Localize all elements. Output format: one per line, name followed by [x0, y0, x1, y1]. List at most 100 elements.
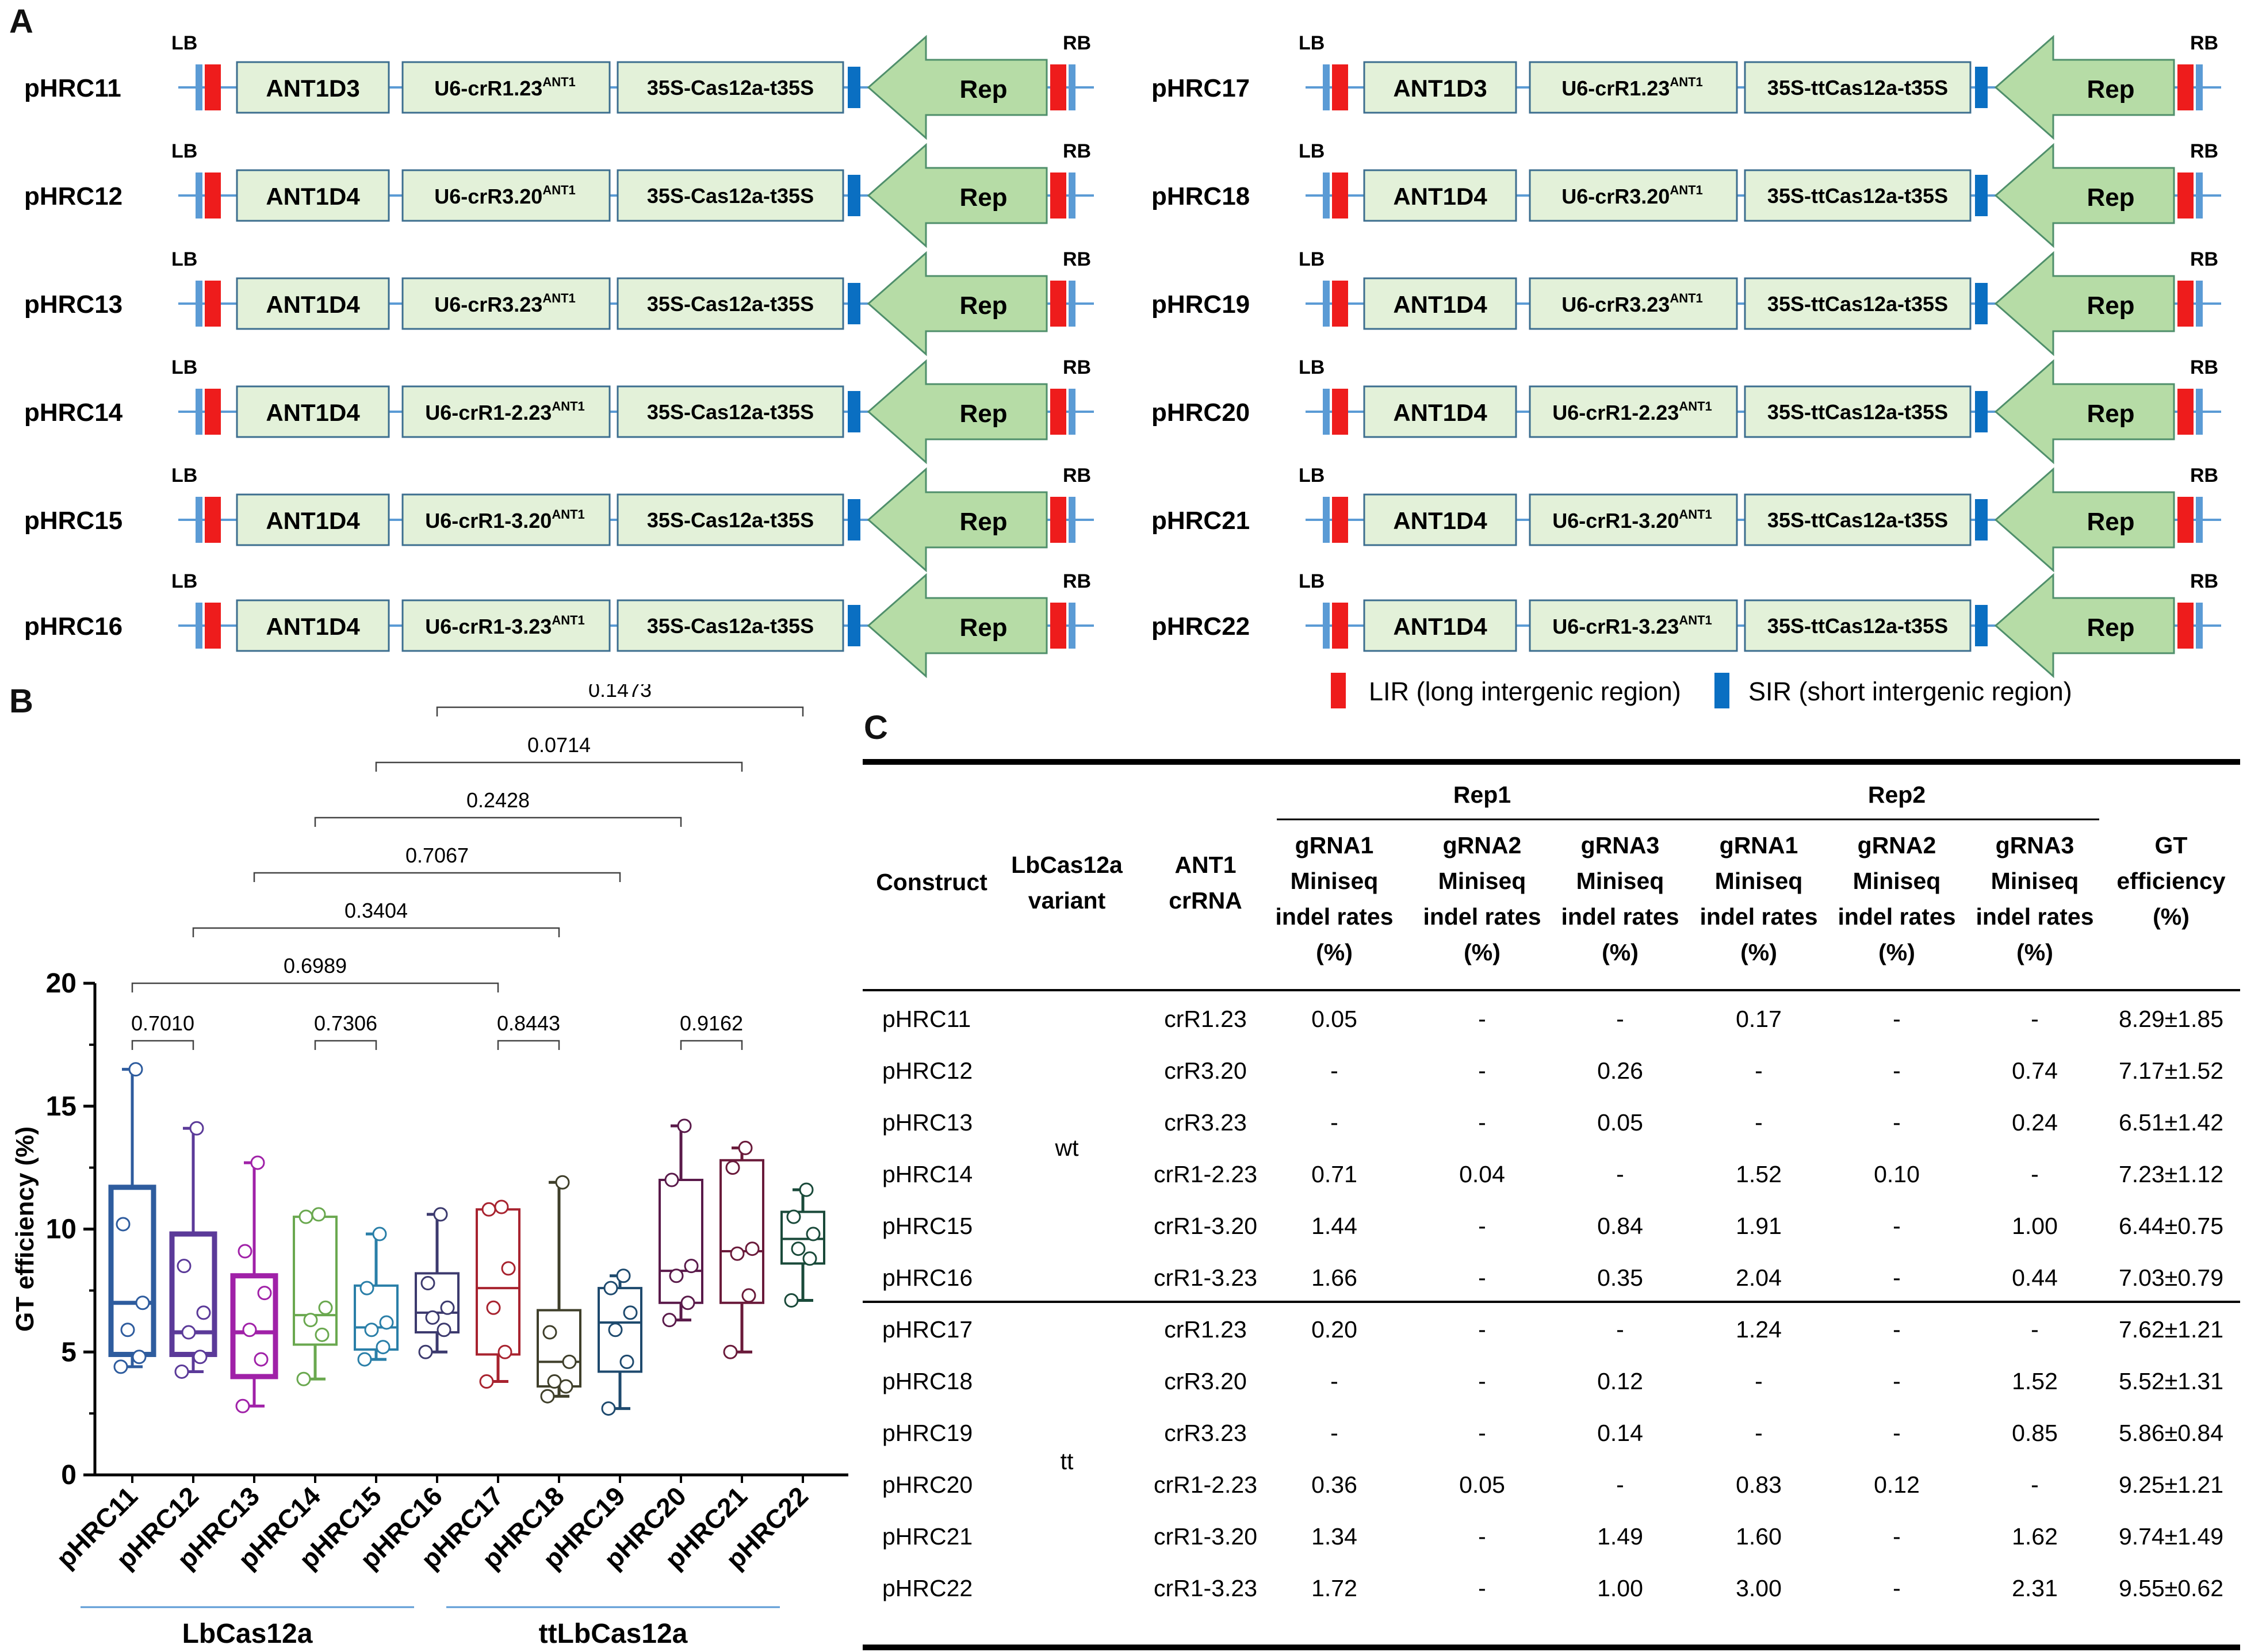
data-point: [296, 1371, 311, 1386]
sir-block: [848, 67, 860, 108]
cell-crrna: crR1-3.23: [1154, 1575, 1257, 1601]
ant-label: ANT1D4: [1393, 613, 1487, 640]
cell-r1g1: 1.66: [1311, 1264, 1357, 1291]
cas12a-box: [617, 599, 844, 652]
data-point: [481, 1202, 496, 1217]
data-point: [311, 1207, 326, 1222]
cell-r1g2: -: [1478, 1575, 1486, 1601]
cell-r2g2: -: [1893, 1420, 1901, 1446]
cell-gt: 7.23±1.12: [2119, 1161, 2223, 1187]
u6-label: U6-crR1.23ANT1: [1561, 75, 1703, 100]
rep-label: Rep: [2087, 400, 2134, 428]
cell-r2g2: -: [1893, 1368, 1901, 1394]
cell-r2g3: 0.85: [2012, 1420, 2058, 1446]
box-phrc16: [415, 1207, 460, 1359]
data-point: [745, 1241, 760, 1256]
rep-label: Rep: [959, 614, 1007, 642]
rep-label: Rep: [959, 183, 1007, 212]
header-variant: variant: [1028, 887, 1106, 914]
lb-sir-mark: [196, 281, 202, 327]
cell-r1g3: 0.14: [1597, 1420, 1643, 1446]
header-grna: Miniseq: [1576, 868, 1664, 894]
table-row: pHRC14 crR1-2.23 0.71 0.04 - 1.52 0.10 - 7.23±1.…: [882, 1161, 2223, 1187]
data-point: [425, 1310, 440, 1325]
group-label-lbcas12a: LbCas12a: [182, 1619, 313, 1649]
cell-r1g1: 0.36: [1311, 1471, 1357, 1498]
ant-label: ANT1D4: [1393, 399, 1487, 426]
u6-box: [1529, 61, 1738, 114]
data-point: [372, 1226, 387, 1241]
rep-arrow: [1994, 359, 2175, 465]
cell-r2g2: -: [1893, 1006, 1901, 1032]
u6-label: U6-crR1-2.23ANT1: [1552, 399, 1712, 424]
cell-construct: pHRC12: [882, 1057, 973, 1084]
rb-lir-block: [1050, 64, 1066, 110]
lir-block: [205, 64, 221, 110]
ant-box: [1363, 599, 1517, 652]
rb-label: RB: [1063, 140, 1091, 162]
y-axis-title: GT efficiency (%): [11, 1126, 39, 1332]
iqr-box: [780, 1210, 825, 1265]
header-grna: Miniseq: [1853, 868, 1941, 894]
cell-gt: 7.62±1.21: [2119, 1316, 2223, 1343]
lb-label: LB: [1299, 32, 1325, 54]
header-grna: gRNA1: [1295, 832, 1374, 858]
cell-r1g2: 0.04: [1459, 1161, 1505, 1187]
rb-label: RB: [2190, 140, 2218, 162]
data-point: [196, 1305, 211, 1320]
rb-label: RB: [2190, 248, 2218, 270]
box-phrc12: [169, 1121, 217, 1379]
rb-label: RB: [2190, 465, 2218, 486]
rb-label: RB: [1063, 570, 1091, 592]
cas12a-label: 35S-Cas12a-t35S: [647, 292, 814, 316]
p-value-label: 0.8443: [497, 1011, 560, 1035]
rb-label: RB: [1063, 32, 1091, 54]
cell-gt: 6.51±1.42: [2119, 1109, 2223, 1136]
cell-r1g1: 0.05: [1311, 1006, 1357, 1032]
cell-gt: 5.52±1.31: [2119, 1368, 2223, 1394]
bottom-rule: [863, 1645, 2240, 1650]
cell-r2g3: 1.62: [2012, 1523, 2058, 1550]
construct-name: pHRC22: [1151, 612, 1250, 641]
lir-legend-label: LIR (long intergenic region): [1369, 677, 1681, 706]
data-point: [257, 1286, 272, 1301]
cell-r2g2: -: [1893, 1523, 1901, 1550]
u6-label: U6-crR3.23ANT1: [434, 291, 576, 316]
box-phrc13: [230, 1155, 278, 1413]
data-point: [132, 1350, 147, 1364]
table-row: pHRC11 crR1.23 0.05 - - 0.17 - - 8.29±1.85: [882, 1006, 2223, 1032]
header-grna: Miniseq: [1991, 868, 2079, 894]
cell-r2g3: 0.24: [2012, 1109, 2058, 1136]
construct-phrc11: pHRC11 LB RB ANT1D3 U6-crR1.23ANT1 35S-Cas12a…: [24, 32, 1094, 140]
cell-r1g3: -: [1616, 1161, 1624, 1187]
cell-r1g2: 0.05: [1459, 1471, 1505, 1498]
data-point: [616, 1268, 631, 1283]
rep-label: Rep: [959, 400, 1007, 428]
sir-swatch: [1714, 673, 1729, 708]
variant-group-tt: tt: [1061, 1448, 1074, 1474]
cell-construct: pHRC19: [882, 1420, 973, 1446]
cell-r1g2: -: [1478, 1006, 1486, 1032]
rep-label: Rep: [959, 508, 1007, 536]
header-grna: (%): [2016, 939, 2053, 965]
lb-sir-mark: [196, 64, 202, 110]
cell-crrna: crR3.20: [1164, 1368, 1247, 1394]
data-point: [120, 1323, 135, 1337]
rb-label: RB: [1063, 357, 1091, 378]
panel-label-a: A: [9, 3, 33, 40]
rep-label: Rep: [2087, 75, 2134, 104]
data-point: [181, 1325, 196, 1340]
data-point: [318, 1300, 333, 1315]
cell-r2g1: -: [1755, 1368, 1763, 1394]
cell-crrna: crR3.23: [1164, 1109, 1247, 1136]
lb-sir-mark: [1323, 64, 1330, 110]
sir-block: [848, 499, 860, 541]
box-phrc14: [293, 1207, 338, 1386]
data-point: [357, 1352, 372, 1367]
ant-label: ANT1D3: [266, 75, 359, 102]
header-crrna: crRNA: [1169, 887, 1242, 914]
p-value-label: 0.7010: [131, 1011, 194, 1035]
cell-r1g1: 1.44: [1311, 1213, 1357, 1239]
cell-crrna: crR3.20: [1164, 1057, 1247, 1084]
panel-label-b: B: [9, 683, 33, 720]
